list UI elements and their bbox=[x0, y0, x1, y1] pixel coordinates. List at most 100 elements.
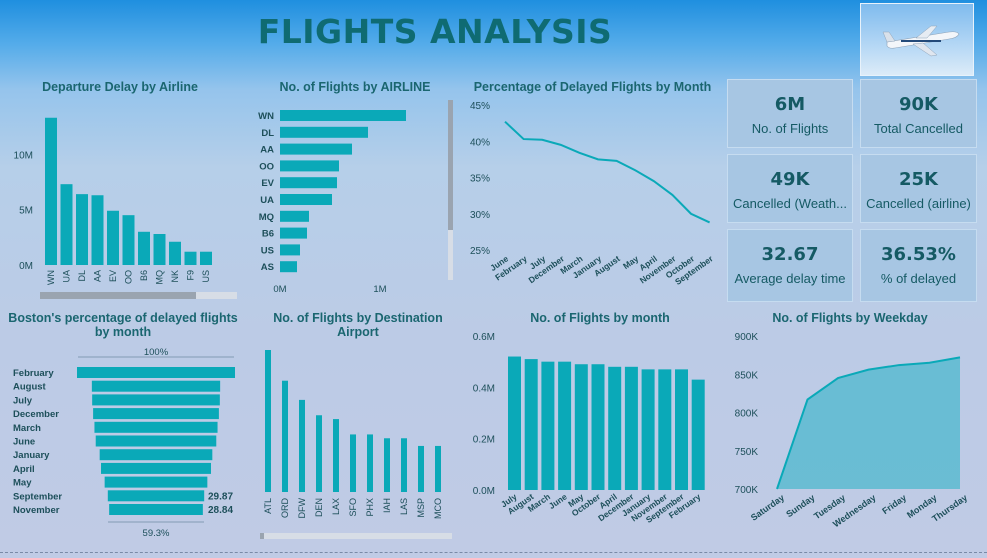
funnel-bar bbox=[94, 421, 218, 433]
y-tick-label: November bbox=[13, 505, 60, 516]
kpi-value: 25K bbox=[899, 169, 938, 190]
y-tick-label: 0.0M bbox=[473, 486, 495, 497]
bar bbox=[524, 359, 538, 490]
kpi-label: Cancelled (airline) bbox=[866, 196, 971, 211]
bar bbox=[280, 244, 300, 256]
kpi-label: % of delayed bbox=[880, 271, 957, 286]
bar bbox=[91, 195, 104, 265]
y-tick-label: December bbox=[13, 409, 59, 420]
kpi-card-total-cancelled: 90K Total Cancelled bbox=[860, 79, 977, 148]
x-tick-label: 0M bbox=[273, 284, 286, 295]
bar bbox=[122, 215, 135, 265]
boston-delayed-chart: 100% February August July December March June J… bbox=[13, 347, 235, 539]
y-tick-label: 750K bbox=[735, 447, 759, 458]
x-tick-label: 1M bbox=[373, 284, 386, 295]
y-tick-label: OO bbox=[259, 161, 274, 172]
kpi-value: 49K bbox=[770, 169, 810, 190]
bar bbox=[169, 241, 181, 265]
y-tick-label: April bbox=[13, 464, 35, 475]
data-label: 100% bbox=[144, 347, 169, 358]
kpi-label: No. of Flights bbox=[751, 121, 829, 136]
kpi-value: 36.53% bbox=[881, 244, 956, 265]
y-tick-label: 800K bbox=[735, 409, 759, 420]
x-tick-label: B6 bbox=[139, 270, 149, 281]
chart-title-flights-by-airline: No. of Flights by AIRLINE bbox=[279, 80, 431, 94]
bar bbox=[691, 379, 705, 490]
y-tick-label: EV bbox=[261, 178, 274, 189]
y-tick-label: UA bbox=[260, 195, 274, 206]
kpi-label: Cancelled (Weath... bbox=[733, 196, 847, 211]
bar bbox=[675, 369, 688, 490]
chart-title-flights-by-weekday: No. of Flights by Weekday bbox=[772, 311, 928, 325]
x-tick-label: F9 bbox=[186, 270, 196, 281]
x-tick-label: WN bbox=[46, 270, 56, 285]
y-tick-label: March bbox=[13, 423, 41, 434]
y-tick-label: May bbox=[13, 478, 32, 489]
funnel-bar bbox=[93, 408, 219, 420]
chart-title-flights-by-month: No. of Flights by month bbox=[530, 311, 670, 325]
bar bbox=[76, 194, 88, 265]
x-tick-label: AA bbox=[93, 270, 103, 282]
chart-title-delayed-pct-month: Percentage of Delayed Flights by Month bbox=[473, 80, 712, 94]
bar bbox=[184, 251, 197, 265]
airplane-image bbox=[860, 3, 974, 76]
y-tick-label: January bbox=[13, 450, 50, 461]
kpi-value: 32.67 bbox=[761, 244, 819, 265]
data-label: 28.84 bbox=[208, 505, 233, 516]
scrollbar-thumb bbox=[40, 292, 196, 299]
y-tick-label: 900K bbox=[735, 332, 759, 343]
x-tick-label: ORD bbox=[280, 498, 290, 519]
bar bbox=[591, 364, 605, 490]
x-tick-label: DL bbox=[77, 270, 87, 282]
bar bbox=[350, 434, 356, 492]
kpi-label: Total Cancelled bbox=[874, 121, 963, 136]
airplane-icon bbox=[882, 25, 960, 57]
flights-by-airline-chart: WN DL AA OO EV UA MQ B6 US AS 0M 1M bbox=[258, 100, 453, 295]
scrollbar-thumb bbox=[448, 100, 453, 230]
page-title: FLIGHTS ANALYSIS bbox=[257, 12, 613, 51]
funnel-bar bbox=[109, 504, 203, 515]
bar bbox=[541, 361, 555, 490]
kpi-label: Average delay time bbox=[734, 271, 846, 286]
kpi-value: 6M bbox=[774, 94, 806, 115]
y-tick-label: 45% bbox=[470, 101, 490, 112]
kpi-card-average-delay: 32.67 Average delay time bbox=[727, 229, 853, 302]
bar bbox=[608, 366, 622, 490]
x-tick-label: LAS bbox=[399, 498, 409, 515]
x-tick-label: MCO bbox=[433, 498, 443, 519]
x-tick-label: DFW bbox=[297, 498, 307, 519]
y-tick-label: September bbox=[13, 491, 62, 502]
x-tick-label: MQ bbox=[155, 270, 165, 285]
bar bbox=[107, 210, 119, 265]
bar bbox=[280, 210, 309, 222]
bar bbox=[299, 399, 305, 492]
funnel-bar bbox=[107, 490, 205, 502]
y-tick-label: 0.4M bbox=[473, 383, 495, 394]
flights-destination-chart: ATL ORD DFW DEN LAX SFO PHX IAH LAS MSP MCO bbox=[260, 350, 452, 539]
x-tick-label: May bbox=[621, 253, 641, 271]
x-tick-label: SFO bbox=[348, 498, 358, 517]
y-tick-label: February bbox=[13, 368, 54, 379]
funnel-bar bbox=[99, 449, 213, 461]
bar bbox=[558, 361, 572, 490]
bar bbox=[282, 380, 288, 492]
y-tick-label: DL bbox=[261, 128, 274, 139]
bar bbox=[658, 369, 672, 490]
funnel-bar bbox=[104, 476, 208, 488]
x-tick-label: DEN bbox=[314, 498, 324, 517]
bar bbox=[384, 438, 390, 492]
series-area bbox=[777, 357, 960, 489]
flights-by-weekday-chart: 700K750K800K850K900KSaturdaySundayTuesda… bbox=[735, 332, 970, 529]
x-tick-label: ATL bbox=[263, 498, 273, 514]
funnel-bar bbox=[95, 435, 217, 447]
y-tick-label: 35% bbox=[470, 174, 490, 185]
bar bbox=[280, 177, 337, 189]
y-tick-label: 10M bbox=[14, 150, 33, 161]
bar bbox=[280, 126, 368, 138]
scrollbar-thumb bbox=[260, 533, 264, 539]
kpi-value: 90K bbox=[899, 94, 938, 115]
x-tick-label: OO bbox=[124, 270, 134, 284]
chart-title-departure-delay: Departure Delay by Airline bbox=[42, 80, 198, 94]
scrollbar-track bbox=[260, 533, 452, 539]
x-tick-label: Saturday bbox=[749, 492, 786, 522]
